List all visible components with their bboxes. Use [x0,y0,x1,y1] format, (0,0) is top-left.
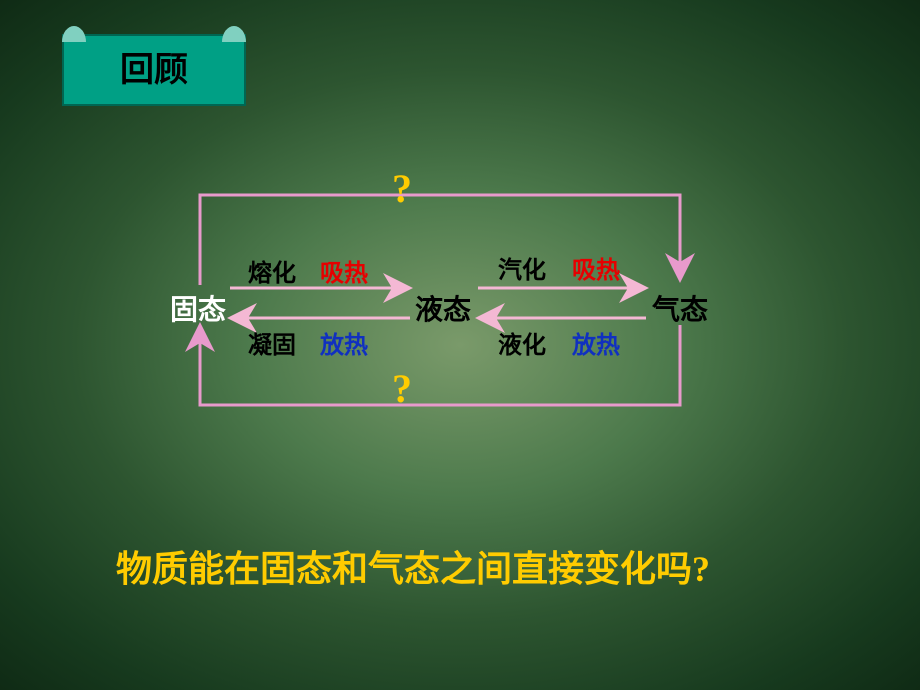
phase-diagram: 固态 液态 气态 熔化 吸热 凝固 放热 汽化 吸热 液化 放热 ? ? [170,180,750,430]
label-freezing-heat: 放热 [320,325,368,360]
state-solid: 固态 [170,288,226,328]
review-label-text: 回顾 [120,52,188,89]
label-vaporization: 汽化 [498,250,546,285]
bottom-question: 物质能在固态和气态之间直接变化吗? [116,540,710,592]
label-condensation-heat: 放热 [572,325,620,360]
label-melting-heat: 吸热 [320,253,368,288]
question-mark-top: ? [392,165,412,212]
label-melting: 熔化 [248,253,296,288]
label-condensation: 液化 [498,325,546,360]
state-gas: 气态 [652,288,708,328]
question-mark-bottom: ? [392,365,412,412]
review-scroll-label: 回顾 [62,34,246,106]
label-vaporization-heat: 吸热 [572,250,620,285]
state-liquid: 液态 [415,288,471,328]
label-freezing: 凝固 [248,325,296,360]
